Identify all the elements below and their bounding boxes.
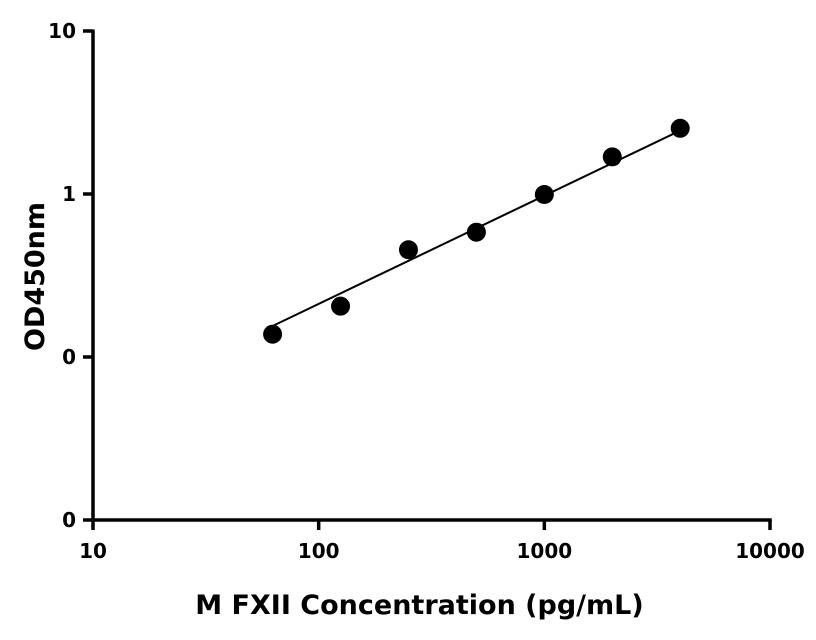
data-point [398, 240, 418, 260]
y-tick-label: 1 [62, 182, 76, 206]
x-tick-label: 100 [298, 539, 340, 563]
data-point [670, 118, 690, 138]
data-points [263, 118, 690, 344]
x-tick-label: 1000 [516, 539, 572, 563]
y-tick-label: 0 [62, 508, 76, 532]
data-point [534, 184, 554, 204]
x-axis-title: M FXII Concentration (pg/mL) [195, 590, 643, 621]
y-tick-label: 10 [48, 19, 76, 43]
data-point [263, 324, 283, 344]
x-tick-label: 10000 [735, 539, 805, 563]
y-tick-label: 0 [62, 345, 76, 369]
x-axis-ticks: 10 100 1000 10000 [79, 520, 805, 563]
data-point [466, 222, 486, 242]
data-point [602, 147, 622, 167]
axes [91, 29, 772, 522]
y-axis-title: OD450nm [20, 202, 51, 351]
data-point [331, 296, 351, 316]
x-tick-label: 10 [79, 539, 107, 563]
